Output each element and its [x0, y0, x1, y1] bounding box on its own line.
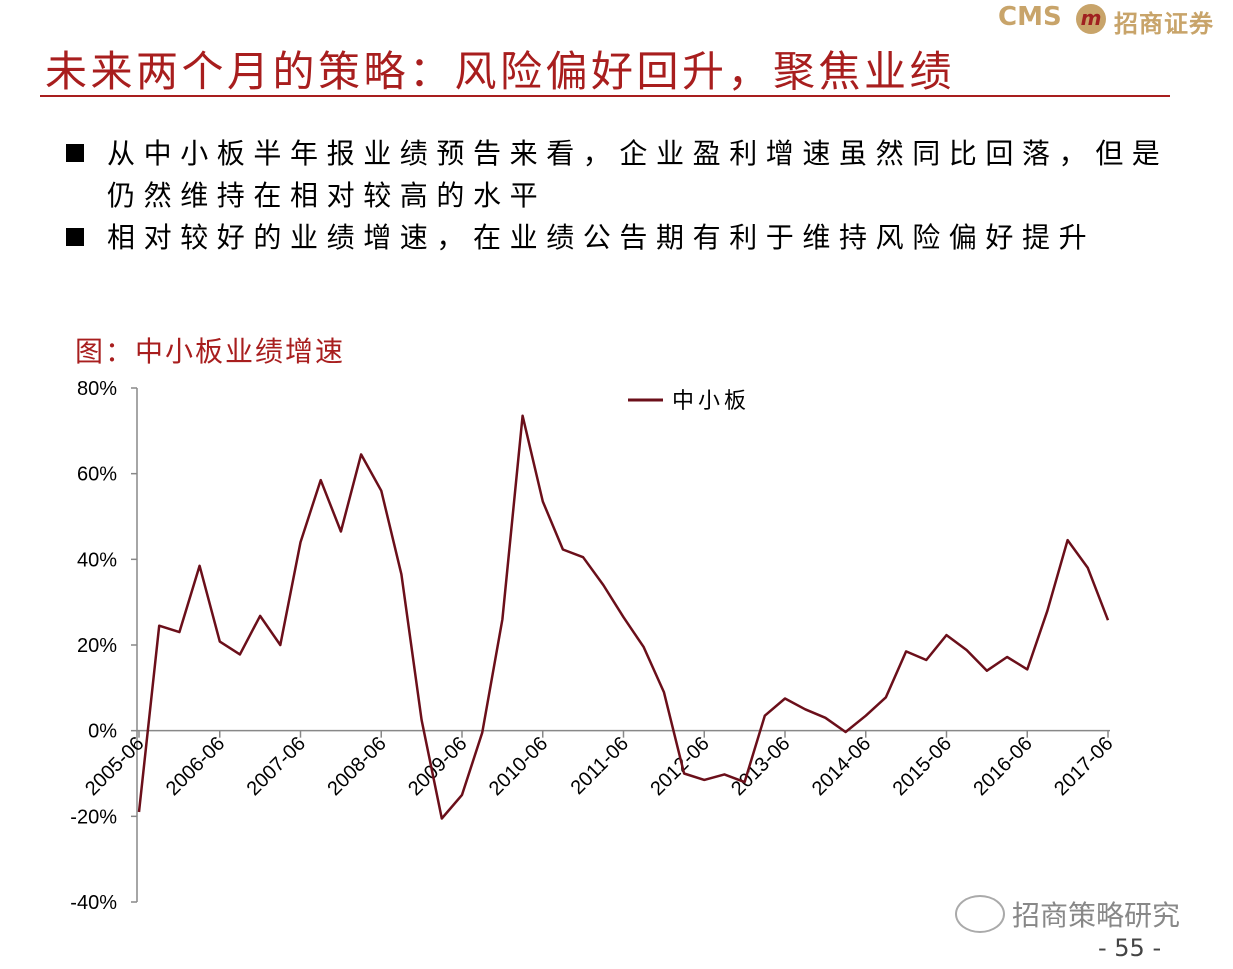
data-line — [137, 414, 1110, 820]
logo-text: CMS — [998, 2, 1062, 32]
x-tick-label: 2006-06 — [162, 733, 229, 800]
title-rule — [40, 95, 1170, 97]
watermark: 招商策略研究 — [1012, 899, 1181, 932]
slide-title: 未来两个月的策略：风险偏好回升，聚焦业绩 — [45, 47, 956, 96]
watermark-icon — [955, 895, 1005, 933]
y-tick-label: 20% — [77, 635, 117, 657]
legend-label: 中小板 — [672, 388, 750, 413]
y-tick-label: 80% — [77, 378, 117, 400]
y-tick-label: 40% — [77, 549, 117, 571]
bullet-text: 相对较好的业绩增速，在业绩公告期有利于维持风险偏好提升 — [107, 221, 1096, 254]
chart-title: 图：中小板业绩增速 — [75, 335, 346, 368]
bullet-marker — [66, 228, 84, 246]
y-tick-label: -40% — [70, 892, 117, 914]
x-tick-label: 2007-06 — [243, 733, 310, 800]
x-tick-label: 2005-06 — [81, 733, 148, 800]
page-number: - 55 - — [1098, 934, 1162, 962]
x-tick-label: 2010-06 — [485, 733, 552, 800]
x-tick-label: 2009-06 — [404, 733, 471, 800]
company-name: 招商证券 — [1114, 10, 1214, 38]
x-tick-label: 2013-06 — [727, 733, 794, 800]
y-tick-label: 0% — [88, 721, 117, 743]
bullet-marker — [66, 144, 84, 162]
y-tick-label: -20% — [70, 806, 117, 828]
x-tick-label: 2008-06 — [323, 733, 390, 800]
x-tick-label: 2016-06 — [969, 733, 1036, 800]
x-tick-label: 2014-06 — [808, 733, 875, 800]
y-tick-label: 60% — [77, 464, 117, 486]
x-tick-label: 2017-06 — [1050, 733, 1117, 800]
bullet-text: 从中小板半年报业绩预告来看，企业盈利增速虽然同比回落，但是仍然维持在相对较高的水… — [107, 137, 1169, 212]
x-tick-label: 2015-06 — [889, 733, 956, 800]
x-tick-label: 2012-06 — [646, 733, 713, 800]
x-tick-label: 2011-06 — [567, 733, 633, 799]
logo-icon: m — [1076, 4, 1106, 34]
